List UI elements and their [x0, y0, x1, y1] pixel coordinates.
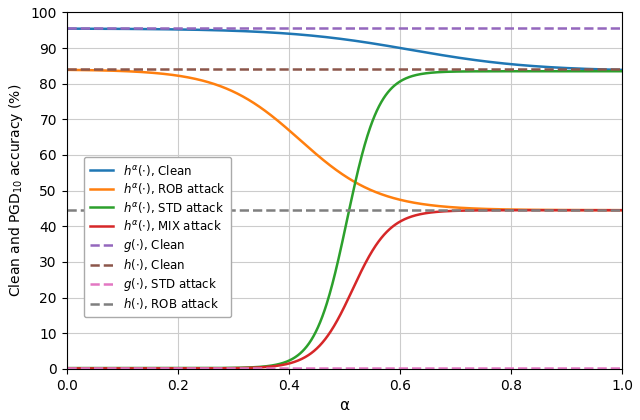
$h^{\alpha}(\cdot)$, ROB attack [618, 207, 626, 213]
$h^{\alpha}(\cdot)$, ROB attack [444, 205, 452, 210]
$h^{\alpha}(\cdot)$, STD attack [444, 69, 452, 74]
Line: $h^{\alpha}(\cdot)$, ROB attack: $h^{\alpha}(\cdot)$, ROB attack [67, 70, 622, 210]
X-axis label: α: α [339, 398, 349, 413]
$h^{\alpha}(\cdot)$, MIX attack [63, 366, 70, 371]
$h^{\alpha}(\cdot)$, Clean [307, 33, 315, 38]
$h^{\alpha}(\cdot)$, Clean [496, 60, 504, 66]
$h^{\alpha}(\cdot)$, STD attack [63, 365, 70, 370]
$h^{\alpha}(\cdot)$, Clean [287, 32, 295, 37]
$h^{\alpha}(\cdot)$, MIX attack [496, 208, 504, 213]
$h^{\alpha}(\cdot)$, MIX attack [287, 360, 295, 365]
Line: $h^{\alpha}(\cdot)$, STD attack: $h^{\alpha}(\cdot)$, STD attack [67, 71, 622, 368]
$h^{\alpha}(\cdot)$, Clean [506, 62, 513, 67]
$h^{\alpha}(\cdot)$, STD attack [506, 69, 513, 74]
Legend: $h^{\alpha}(\cdot)$, Clean, $h^{\alpha}(\cdot)$, ROB attack, $h^{\alpha}(\cdot)$: $h^{\alpha}(\cdot)$, Clean, $h^{\alpha}(… [84, 157, 231, 317]
Line: $h^{\alpha}(\cdot)$, Clean: $h^{\alpha}(\cdot)$, Clean [67, 29, 622, 70]
$h^{\alpha}(\cdot)$, STD attack [496, 69, 504, 74]
$h^{\alpha}(\cdot)$, ROB attack [307, 147, 315, 152]
$h^{\alpha}(\cdot)$, MIX attack [618, 207, 626, 213]
$h^{\alpha}(\cdot)$, STD attack [287, 357, 295, 362]
$h^{\alpha}(\cdot)$, MIX attack [120, 366, 127, 371]
$h^{\alpha}(\cdot)$, Clean [63, 26, 70, 31]
$h^{\alpha}(\cdot)$, MIX attack [307, 351, 315, 356]
$h^{\alpha}(\cdot)$, ROB attack [120, 68, 127, 74]
$h^{\alpha}(\cdot)$, Clean [444, 54, 452, 59]
$h^{\alpha}(\cdot)$, ROB attack [287, 130, 295, 135]
Line: $h^{\alpha}(\cdot)$, MIX attack: $h^{\alpha}(\cdot)$, MIX attack [67, 210, 622, 368]
$h^{\alpha}(\cdot)$, ROB attack [506, 207, 513, 212]
$h^{\alpha}(\cdot)$, STD attack [618, 69, 626, 74]
$h^{\alpha}(\cdot)$, MIX attack [506, 208, 513, 213]
$h^{\alpha}(\cdot)$, Clean [120, 26, 127, 32]
$h^{\alpha}(\cdot)$, Clean [618, 67, 626, 72]
$h^{\alpha}(\cdot)$, ROB attack [496, 207, 504, 212]
Y-axis label: Clean and PGD$_{10}$ accuracy (%): Clean and PGD$_{10}$ accuracy (%) [7, 84, 25, 297]
$h^{\alpha}(\cdot)$, STD attack [307, 338, 315, 343]
$h^{\alpha}(\cdot)$, MIX attack [444, 209, 452, 214]
$h^{\alpha}(\cdot)$, ROB attack [63, 67, 70, 72]
$h^{\alpha}(\cdot)$, STD attack [120, 365, 127, 370]
